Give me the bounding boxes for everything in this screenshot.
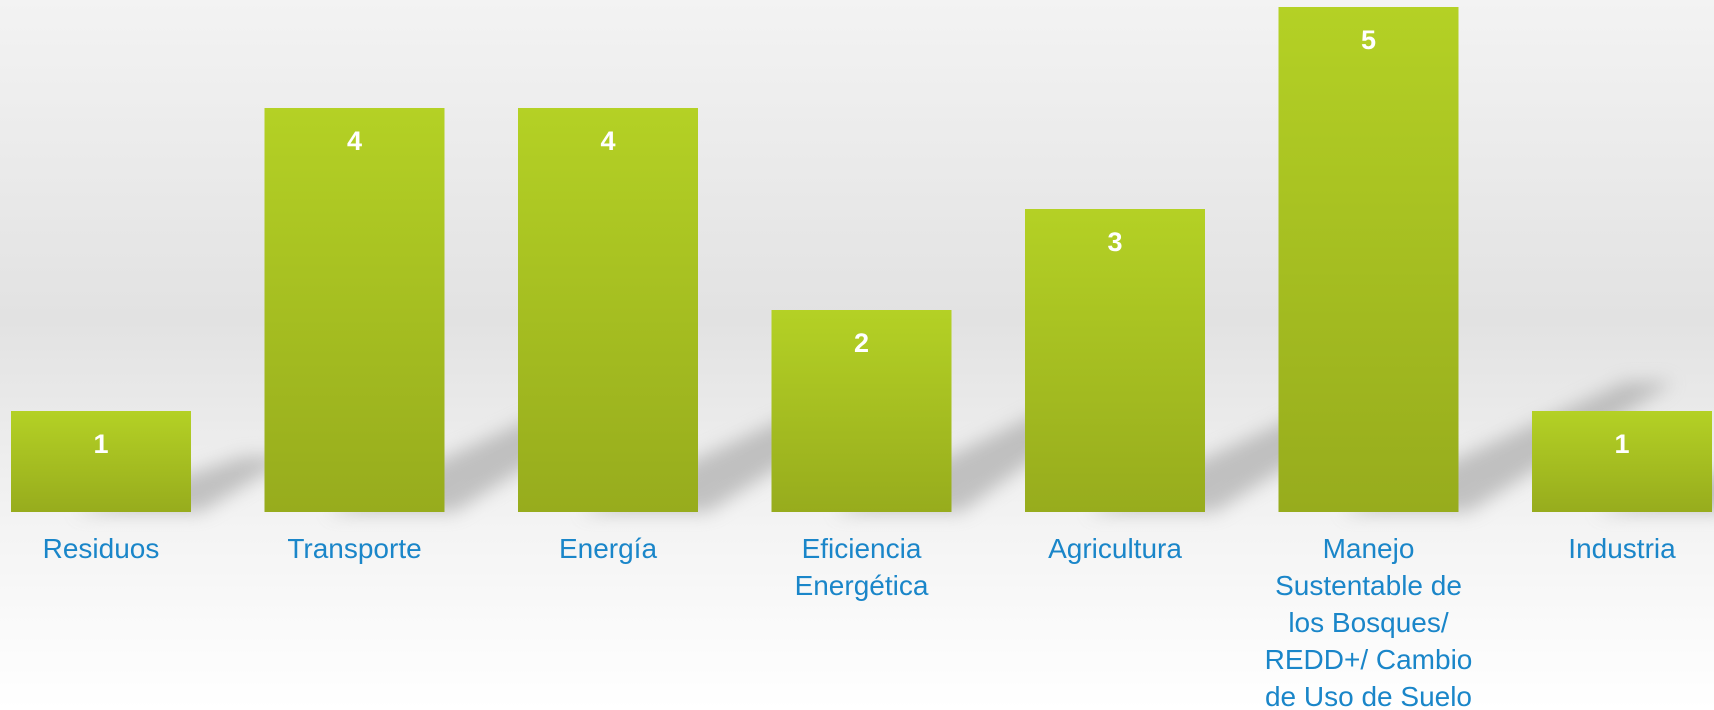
bar <box>11 411 191 512</box>
bar <box>1278 7 1459 512</box>
bar-value-label: 5 <box>1361 25 1376 55</box>
category-label: Energía <box>558 533 658 564</box>
bar-value-label: 2 <box>854 328 869 358</box>
category-label: Eficiencia Energética <box>794 533 929 601</box>
category-label: Industria <box>1568 533 1676 564</box>
bar <box>264 108 445 512</box>
bar-value-label: 3 <box>1107 227 1122 257</box>
category-label: Agricultura <box>1048 533 1182 564</box>
category-label: Residuos <box>42 533 160 564</box>
category-label: Transporte <box>287 533 422 564</box>
bar <box>1532 411 1712 512</box>
bar <box>1025 209 1205 512</box>
bar-value-label: 4 <box>347 126 362 156</box>
bar-value-label: 1 <box>1614 429 1629 459</box>
bar-value-label: 4 <box>600 126 615 156</box>
bar <box>771 310 952 512</box>
bar-value-label: 1 <box>93 429 108 459</box>
category-label: Manejo Sustentable de los Bosques/ REDD+… <box>1264 533 1473 710</box>
bar <box>518 108 698 512</box>
